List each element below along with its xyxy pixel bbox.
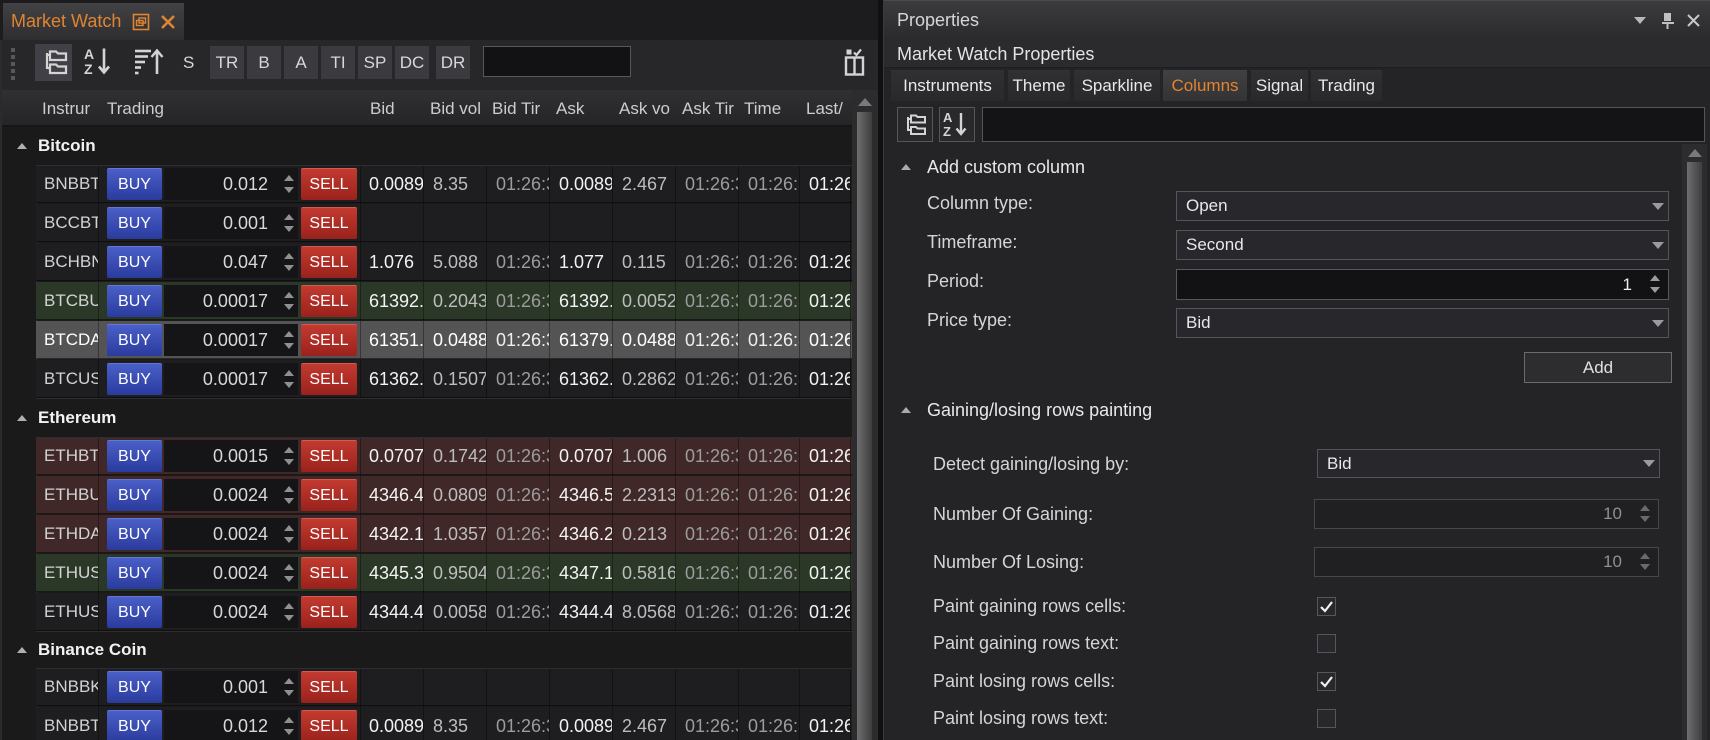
svg-text:A: A: [943, 110, 953, 125]
svg-text:Z: Z: [943, 124, 951, 139]
svg-text:A: A: [84, 46, 94, 62]
svg-text:Z: Z: [84, 61, 93, 77]
